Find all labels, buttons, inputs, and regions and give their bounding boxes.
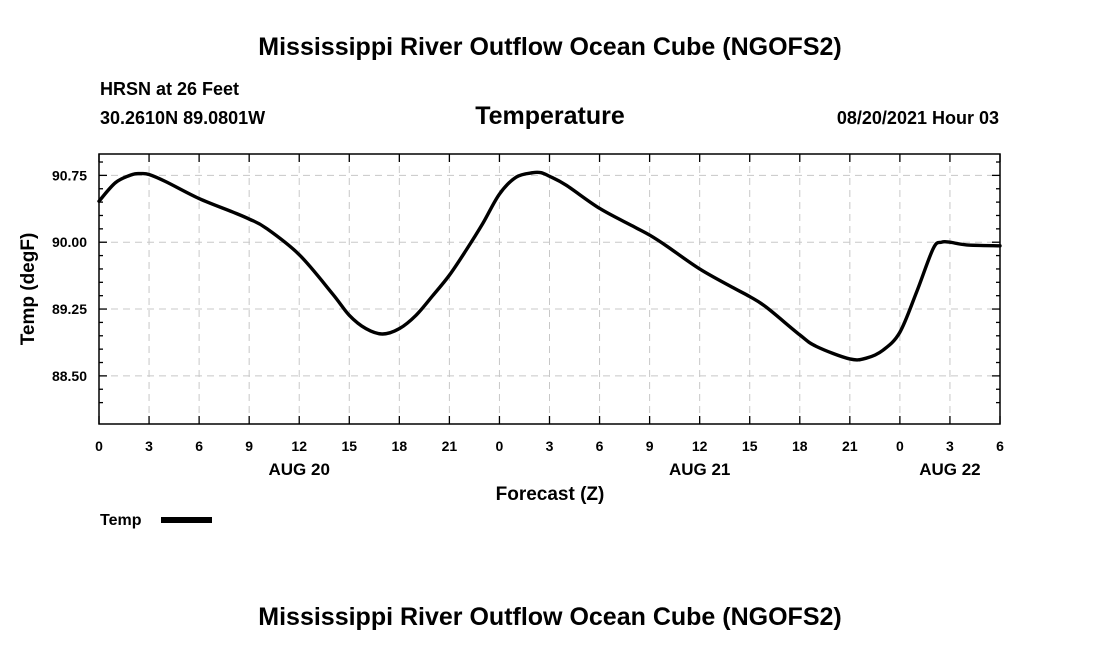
x-tick-label: 12 [291, 438, 307, 454]
x-tick-label: 0 [496, 438, 504, 454]
legend: Temp [100, 512, 212, 529]
y-tick-label: 89.25 [52, 301, 87, 317]
x-tick-label: 6 [996, 438, 1004, 454]
x-tick-label: 3 [145, 438, 153, 454]
series-line-temp [97, 170, 1002, 362]
x-tick-label: 0 [95, 438, 103, 454]
y-tick-labels: 88.50 89.25 90.00 90.75 [52, 167, 87, 383]
day-label: AUG 21 [669, 460, 730, 479]
day-label: AUG 20 [269, 460, 330, 479]
y-tick-label: 88.50 [52, 368, 87, 384]
x-tick-label: 6 [195, 438, 203, 454]
x-tick-label: 9 [245, 438, 253, 454]
x-tick-label: 3 [946, 438, 954, 454]
y-tick-label: 90.00 [52, 234, 87, 250]
x-tick-label: 3 [546, 438, 554, 454]
x-tick-labels: 0 3 6 9 12 15 18 21 0 3 6 9 12 15 18 21 0 3 6 [95, 438, 1004, 454]
x-tick-label: 15 [742, 438, 758, 454]
chart-main-title: Mississippi River Outflow Ocean Cube (NG… [258, 33, 841, 61]
x-tick-label: 12 [692, 438, 708, 454]
day-label: AUG 22 [919, 460, 980, 479]
day-labels: AUG 20 AUG 21 AUG 22 [269, 460, 981, 479]
forecast-timestamp: 08/20/2021 Hour 03 [837, 108, 999, 128]
y-tick-label: 90.75 [52, 167, 87, 183]
station-coordinates: 30.2610N 89.0801W [100, 108, 265, 128]
x-tick-label: 6 [596, 438, 604, 454]
chart-title: Temperature [475, 102, 625, 130]
x-tick-label: 15 [341, 438, 357, 454]
plot-frame [98, 153, 1001, 425]
x-tick-label: 21 [442, 438, 458, 454]
legend-label-temp: Temp [100, 512, 142, 529]
x-tick-label: 9 [646, 438, 654, 454]
x-tick-label: 18 [392, 438, 408, 454]
grid-lines [99, 154, 1000, 424]
x-tick-label: 0 [896, 438, 904, 454]
y-axis-label: Temp (degF) [18, 233, 39, 346]
x-axis-label: Forecast (Z) [496, 484, 605, 505]
station-label: HRSN at 26 Feet [100, 79, 239, 99]
x-tick-label: 18 [792, 438, 808, 454]
x-tick-label: 21 [842, 438, 858, 454]
plot-series [97, 170, 1002, 362]
footer-title: Mississippi River Outflow Ocean Cube (NG… [258, 603, 841, 631]
